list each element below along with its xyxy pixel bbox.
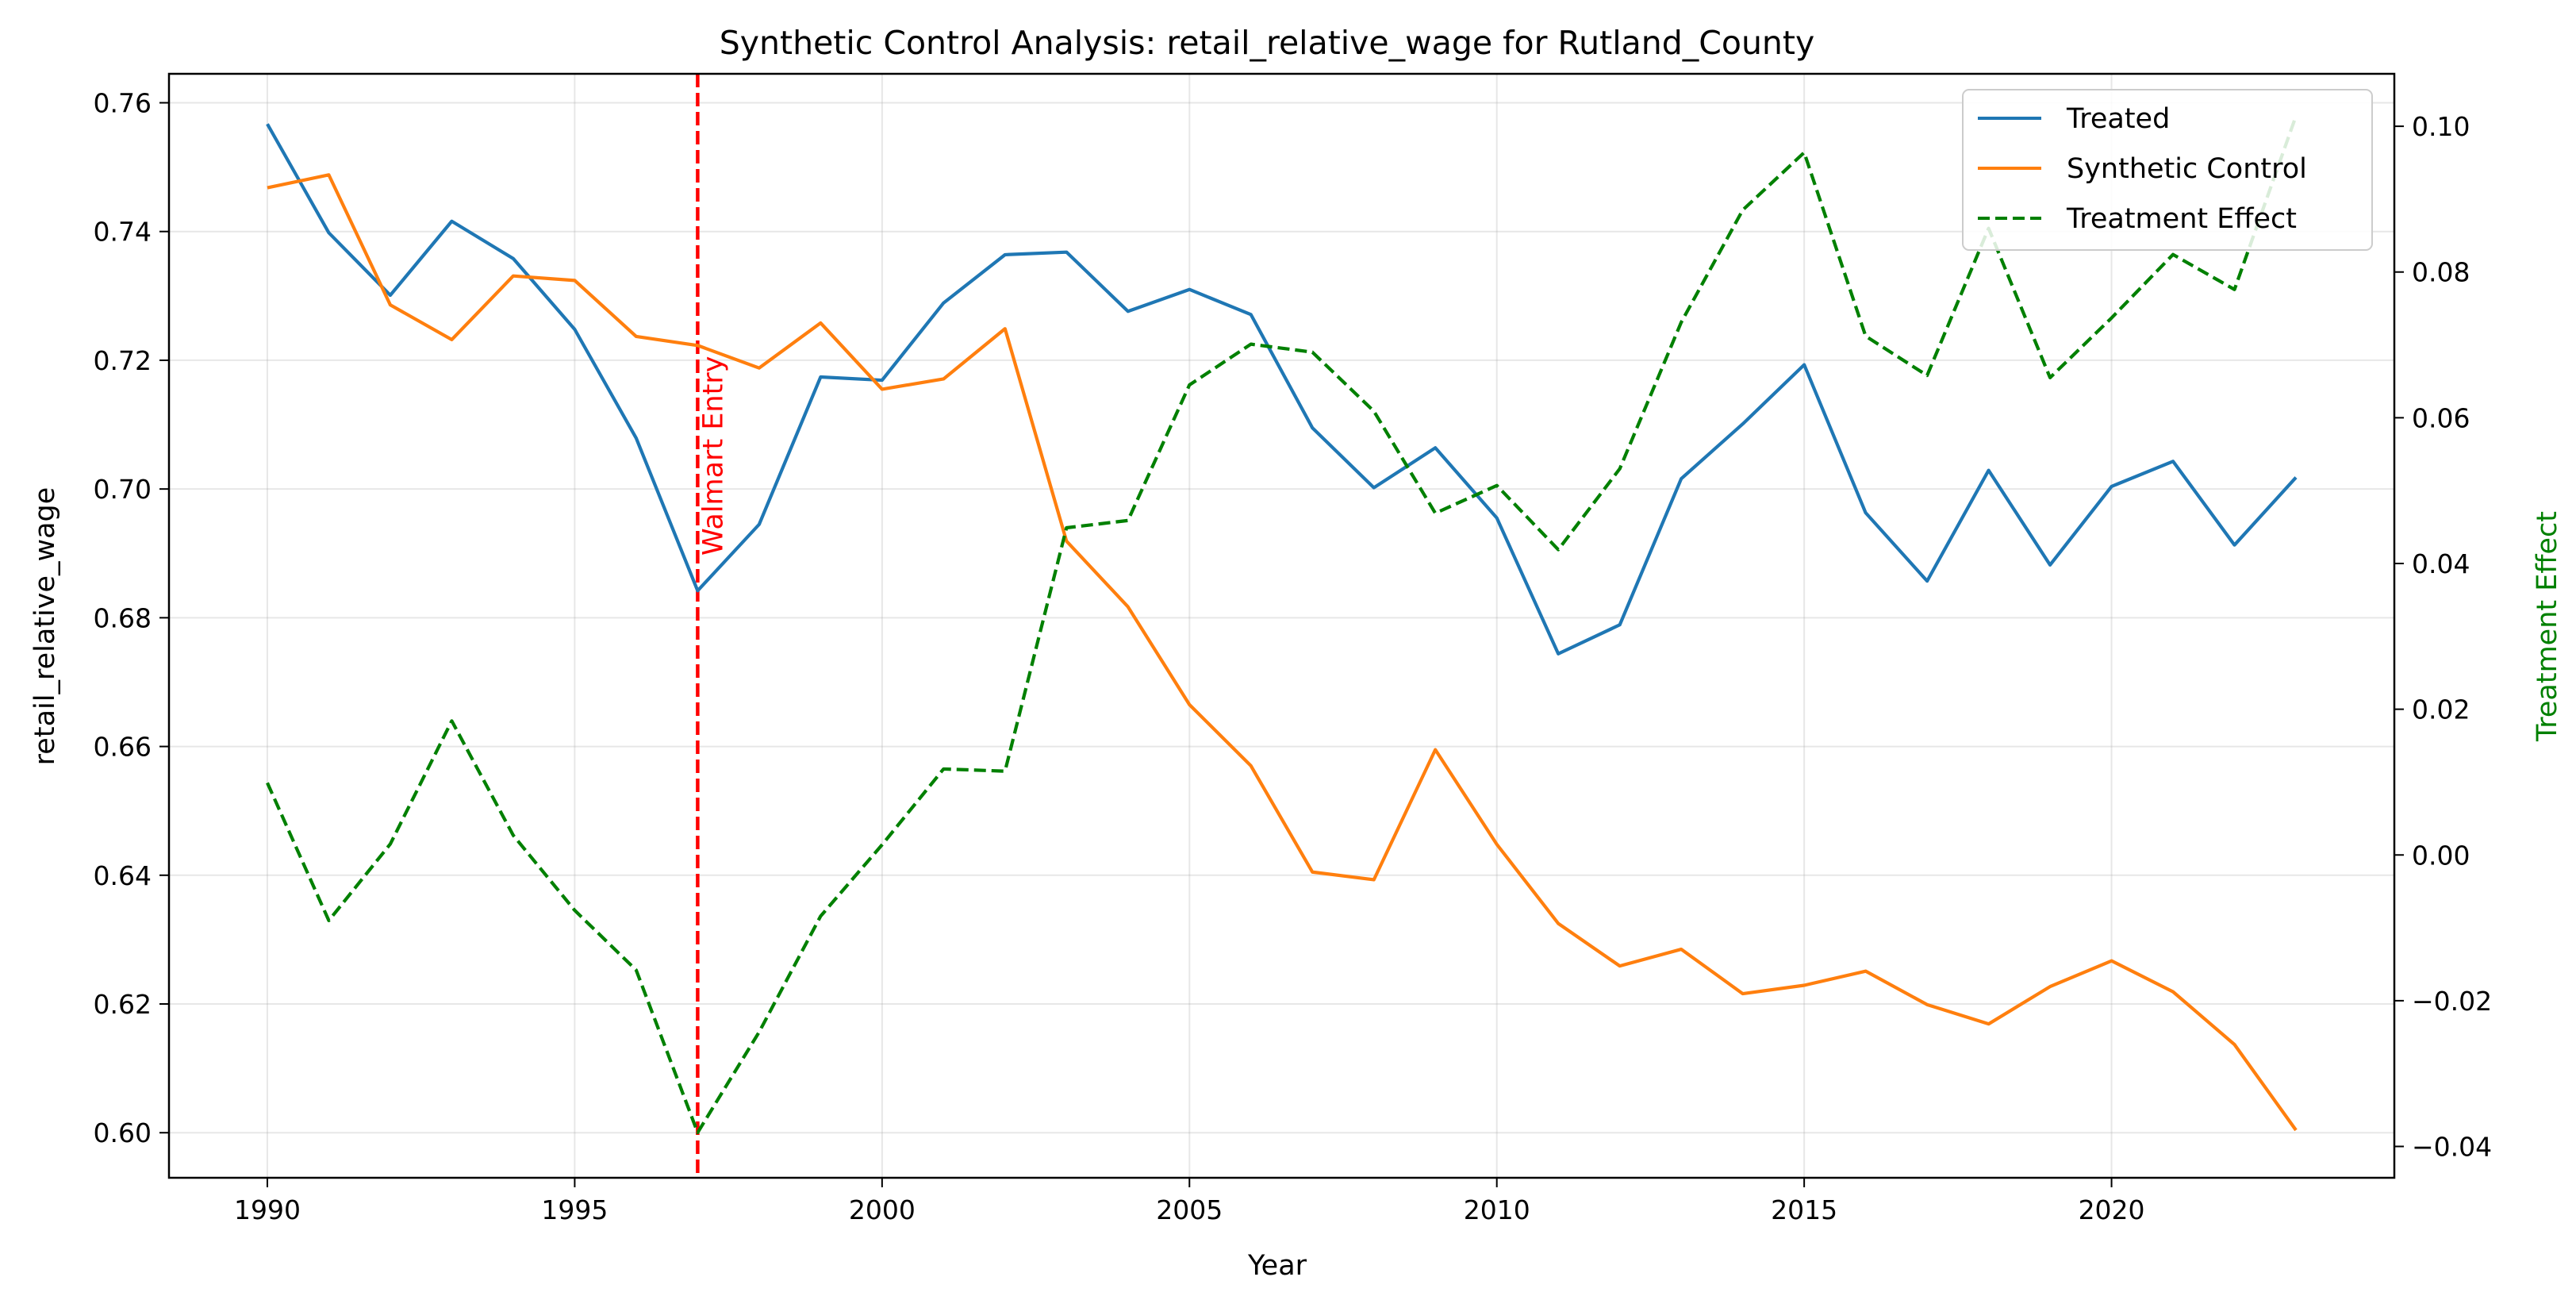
- legend-label-treatment-effect: Treatment Effect: [2066, 203, 2297, 235]
- legend-label-treated: Treated: [2066, 103, 2170, 135]
- y2-tick-label: 0.02: [2412, 694, 2470, 725]
- y-axis-left-label: retail_relative_wage: [29, 487, 61, 766]
- x-tick-label: 1995: [541, 1194, 608, 1225]
- y-axis-left-ticks: 0.60 0.62 0.64 0.66 0.68 0.70 0.72 0.74 0.76: [94, 87, 169, 1148]
- y2-tick-label: 0.00: [2412, 840, 2470, 871]
- x-tick-label: 2010: [1464, 1194, 1530, 1225]
- y-tick-label: 0.70: [94, 474, 152, 505]
- series-layer: [266, 115, 2298, 1135]
- y2-tick-label: 0.06: [2412, 402, 2470, 433]
- x-axis-label: Year: [1247, 1250, 1307, 1282]
- y-tick-label: 0.66: [94, 732, 152, 763]
- y-tick-label: 0.68: [94, 602, 152, 633]
- x-axis-ticks: 1990 1995 2000 2005 2010 2015 2020: [234, 1178, 2145, 1225]
- walmart-entry-label: Walmart Entry: [697, 356, 729, 556]
- y-axis-right-label: Treatment Effect: [2532, 511, 2563, 742]
- y2-tick-label: 0.04: [2412, 548, 2470, 579]
- y-tick-label: 0.72: [94, 345, 152, 376]
- x-tick-label: 1990: [234, 1194, 301, 1225]
- y2-tick-label: −0.02: [2412, 986, 2492, 1017]
- legend-box: [1962, 89, 2373, 251]
- x-tick-label: 2020: [2079, 1194, 2145, 1225]
- annotation-layer: Walmart Entry: [696, 74, 729, 1178]
- series-line-treated: [266, 123, 2298, 656]
- chart-title: Synthetic Control Analysis: retail_relat…: [720, 24, 1815, 62]
- x-tick-label: 2000: [849, 1194, 916, 1225]
- y-tick-label: 0.60: [94, 1117, 152, 1148]
- y-tick-label: 0.76: [94, 87, 152, 118]
- series-line-synthetic-control: [267, 173, 2298, 1132]
- y-tick-label: 0.62: [94, 989, 152, 1020]
- y-axis-right-ticks: −0.04 −0.02 0.00 0.02 0.04 0.06 0.08 0.10: [2394, 111, 2492, 1163]
- y-tick-label: 0.74: [94, 217, 152, 248]
- plot-area-frame: [167, 72, 2396, 1179]
- legend-label-synthetic-control: Synthetic Control: [2067, 153, 2307, 185]
- x-tick-label: 2015: [1771, 1194, 1837, 1225]
- x-tick-label: 2005: [1156, 1194, 1223, 1225]
- y-tick-label: 0.64: [94, 860, 152, 891]
- legend: Treated Synthetic Control Treatment Effe…: [1962, 89, 2373, 251]
- series-line-treatment-effect: [266, 115, 2298, 1135]
- y2-tick-label: −0.04: [2412, 1132, 2492, 1163]
- y2-tick-label: 0.08: [2412, 257, 2470, 288]
- y2-tick-label: 0.10: [2412, 111, 2470, 142]
- grid-lines: [169, 74, 2394, 1178]
